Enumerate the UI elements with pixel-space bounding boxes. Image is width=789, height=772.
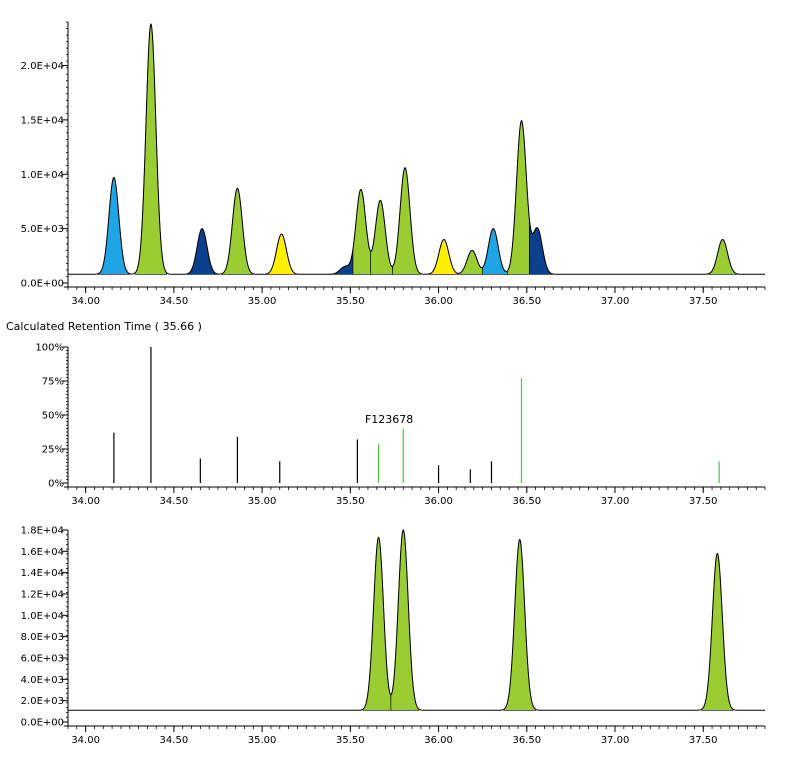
y-tick-label: 75% <box>42 377 64 388</box>
x-tick-label: 35.00 <box>248 735 277 746</box>
y-tick-label: 5.0E+03 <box>21 224 64 235</box>
x-tick-label: 37.50 <box>689 296 718 307</box>
retention-time-title: Calculated Retention Time ( 35.66 ) <box>6 320 202 333</box>
retention-stick-panel: 0% 25% 50% 75% 100% 34.00 34.50 35.00 35.50 36.00… <box>35 343 766 507</box>
y-tick-label: 25% <box>42 445 64 456</box>
top-chromatogram-panel: 0.0E+00 5.0E+03 1.0E+04 1.5E+04 2.0E+04 34.00… <box>21 21 766 307</box>
x-tick-label: 34.50 <box>160 296 189 307</box>
peak-area <box>328 249 354 275</box>
y-tick-label: 0.0E+00 <box>21 718 64 729</box>
x-tick-label: 36.50 <box>512 496 541 507</box>
x-tick-label: 35.50 <box>336 496 365 507</box>
x-tick-label: 34.00 <box>71 496 100 507</box>
x-tick-label: 36.00 <box>424 735 453 746</box>
y-tick-label: 2.0E+04 <box>21 61 64 72</box>
y-tick-label: 100% <box>35 343 64 354</box>
compound-annotation: F123678 <box>365 413 413 426</box>
x-tick-label: 34.00 <box>71 296 100 307</box>
x-tick-label: 37.50 <box>689 735 718 746</box>
y-tick-label: 1.2E+04 <box>21 590 64 601</box>
y-tick-label: 2.0E+03 <box>21 696 64 707</box>
chromatogram-trace <box>68 23 765 275</box>
y-tick-label: 1.6E+04 <box>21 547 64 558</box>
x-tick-label: 35.50 <box>336 735 365 746</box>
peak-area <box>457 250 483 275</box>
x-tick-label: 36.00 <box>424 296 453 307</box>
y-tick-label: 0.0E+00 <box>21 279 64 290</box>
bottom-chromatogram-panel: 0.0E+00 2.0E+03 4.0E+03 6.0E+03 8.0E+03 1.0E+… <box>21 526 766 746</box>
peak-area <box>390 529 420 711</box>
peak-area <box>529 219 554 275</box>
y-tick-label: 0% <box>48 479 64 490</box>
y-tick-label: 1.0E+04 <box>21 611 64 622</box>
y-tick-label: 50% <box>42 411 64 422</box>
x-tick-label: 34.50 <box>160 735 189 746</box>
y-tick-label: 4.0E+03 <box>21 675 64 686</box>
peak-area <box>503 539 536 711</box>
x-tick-label: 35.50 <box>336 296 365 307</box>
y-tick-label: 1.0E+04 <box>21 170 64 181</box>
peak-area <box>97 177 131 275</box>
peak-area <box>706 239 740 275</box>
peak-area <box>265 233 298 275</box>
peak-area <box>392 167 422 275</box>
peak-area <box>482 228 508 275</box>
x-tick-label: 34.00 <box>71 735 100 746</box>
y-tick-label: 1.4E+04 <box>21 568 64 579</box>
y-tick-label: 1.5E+04 <box>21 115 64 126</box>
x-tick-label: 34.50 <box>160 496 189 507</box>
x-tick-label: 36.50 <box>512 735 541 746</box>
x-tick-label: 37.00 <box>601 296 630 307</box>
x-tick-label: 35.00 <box>248 496 277 507</box>
y-tick-label: 6.0E+03 <box>21 654 64 665</box>
x-tick-label: 37.00 <box>601 735 630 746</box>
peak-area <box>221 188 254 275</box>
chromatogram-trace <box>68 529 765 711</box>
peak-area <box>701 553 734 711</box>
x-tick-label: 37.50 <box>689 496 718 507</box>
x-tick-label: 35.00 <box>248 296 277 307</box>
x-tick-label: 36.00 <box>424 496 453 507</box>
peak-area <box>185 228 219 275</box>
peak-area <box>352 189 371 275</box>
y-tick-label: 8.0E+03 <box>21 632 64 643</box>
x-tick-label: 37.00 <box>601 496 630 507</box>
x-tick-label: 36.50 <box>512 296 541 307</box>
peak-area <box>134 23 168 275</box>
peak-area <box>362 537 392 711</box>
y-tick-label: 1.8E+04 <box>21 526 64 537</box>
